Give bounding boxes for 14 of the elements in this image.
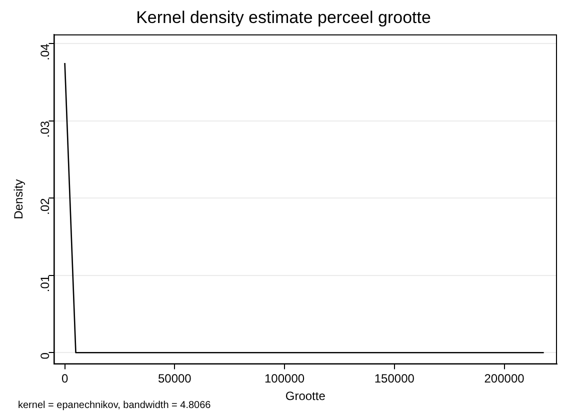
x-tick-label: 150000 — [374, 372, 415, 386]
y-axis-title: Density — [12, 179, 26, 220]
x-tick-label: 100000 — [264, 372, 305, 386]
x-axis-title: Grootte — [285, 389, 326, 404]
chart-title: Kernel density estimate perceel grootte — [136, 8, 431, 27]
y-tick-label: .04 — [38, 43, 52, 60]
y-tick-label: .03 — [38, 120, 52, 138]
y-tick-label: .01 — [38, 275, 52, 292]
text: kernel = epanechnikov, bandwidth = 4.8066 — [18, 400, 212, 411]
y-tick-label: 0 — [38, 352, 52, 360]
x-tick-label: 50000 — [158, 372, 192, 386]
y-tick-label: .02 — [38, 198, 52, 215]
x-tick-label: 0 — [61, 372, 68, 386]
x-tick-label: 200000 — [484, 372, 525, 386]
